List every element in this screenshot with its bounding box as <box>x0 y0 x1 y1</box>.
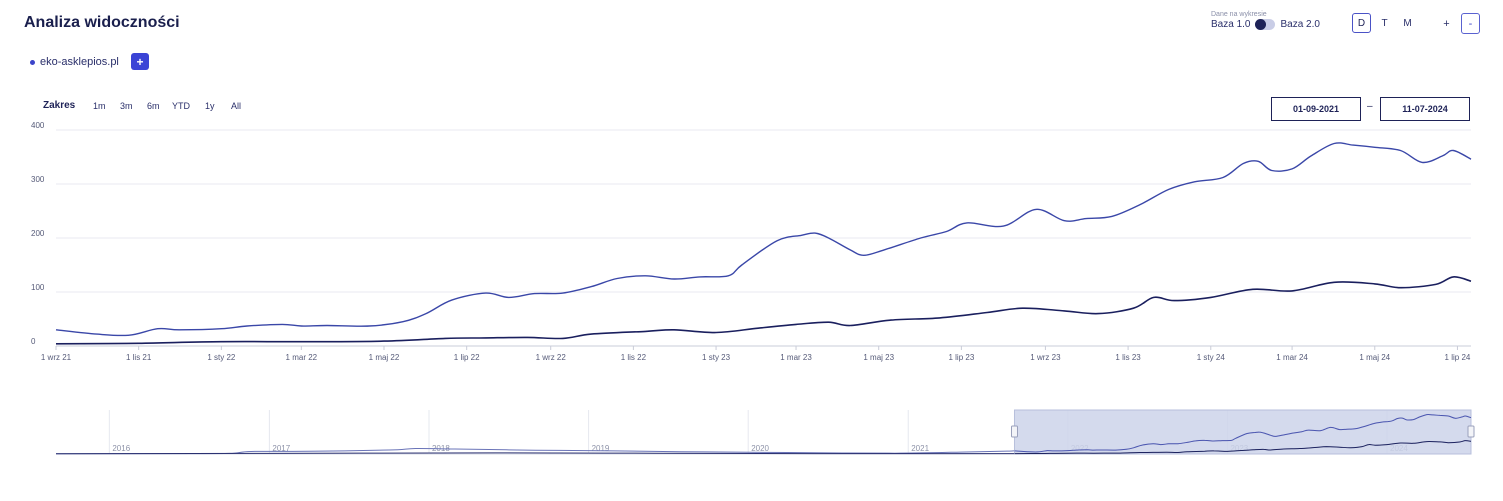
navigator-year-label: 2016 <box>112 444 130 453</box>
x-tick-label: 1 lis 23 <box>1115 353 1141 362</box>
range-3m-button[interactable]: 3m <box>120 101 133 111</box>
x-tick-label: 1 maj 24 <box>1359 353 1390 362</box>
site-domain: eko-asklepios.pl <box>40 56 119 68</box>
series-line-2 <box>55 276 1472 345</box>
navigator-left-handle[interactable] <box>1010 425 1018 438</box>
data-source-right-label: Baza 2.0 <box>1280 19 1320 30</box>
y-tick-label: 200 <box>31 229 45 238</box>
x-tick-label: 1 maj 23 <box>863 353 894 362</box>
site-legend[interactable]: eko-asklepios.pl <box>30 56 119 68</box>
navigator-year-label: 2021 <box>911 444 929 453</box>
range-6m-button[interactable]: 6m <box>147 101 160 111</box>
x-tick-label: 1 lis 21 <box>126 353 152 362</box>
x-tick-label: 1 sty 24 <box>1197 353 1226 362</box>
x-tick-label: 1 mar 22 <box>286 353 318 362</box>
x-tick-label: 1 lip 22 <box>454 353 480 362</box>
range-1y-button[interactable]: 1y <box>205 101 215 111</box>
navigator-right-handle[interactable] <box>1467 425 1475 438</box>
series-line-1 <box>55 142 1472 337</box>
y-tick-label: 0 <box>31 337 36 346</box>
chart-lines <box>55 142 1472 345</box>
data-source-left-label: Baza 1.0 <box>1211 19 1251 30</box>
x-tick-label: 1 lis 22 <box>621 353 647 362</box>
x-tick-label: 1 sty 22 <box>207 353 236 362</box>
zoom-out-button[interactable]: - <box>1461 13 1480 34</box>
y-tick-label: 300 <box>31 175 45 184</box>
x-tick-label: 1 wrz 23 <box>1030 353 1061 362</box>
y-tick-label: 400 <box>31 121 45 130</box>
navigator-year-label: 2017 <box>272 444 290 453</box>
navigator-year-label: 2020 <box>751 444 769 453</box>
add-site-button[interactable]: + <box>131 53 149 70</box>
x-axis-ticks: 1 wrz 21 1 lis 21 1 sty 22 1 mar 22 1 maj 22… <box>41 346 1471 362</box>
range-all-button[interactable]: All <box>231 101 242 111</box>
switch-knob <box>1255 19 1267 30</box>
x-tick-label: 1 sty 23 <box>702 353 731 362</box>
data-source-toggle[interactable]: Dane na wykresie Baza 1.0 Baza 2.0 <box>1211 11 1320 30</box>
x-tick-label: 1 lip 24 <box>1445 353 1471 362</box>
x-tick-label: 1 mar 24 <box>1276 353 1308 362</box>
navigator-selection[interactable] <box>1013 409 1472 455</box>
range-1m-button[interactable]: 1m <box>93 101 106 111</box>
range-navigator: 201620172018201920202021202220232024 <box>55 409 1475 455</box>
y-tick-label: 100 <box>31 283 45 292</box>
navigator-selected-series-2 <box>1014 440 1472 455</box>
granularity-week-button[interactable]: T <box>1381 17 1388 29</box>
date-from-input[interactable]: 01-09-2021 <box>1271 97 1361 121</box>
range-label: Zakres <box>43 100 76 111</box>
site-dot-icon <box>30 59 35 65</box>
x-tick-label: 1 maj 22 <box>369 353 400 362</box>
data-source-caption: Dane na wykresie <box>1211 11 1267 18</box>
zoom-in-button[interactable]: + <box>1443 17 1450 30</box>
range-ytd-button[interactable]: YTD <box>172 101 190 111</box>
page-title: Analiza widoczności <box>24 14 180 31</box>
x-tick-label: 1 mar 23 <box>780 353 812 362</box>
data-source-switch[interactable] <box>1255 19 1276 30</box>
navigator-selected-series-1 <box>1014 414 1472 453</box>
chart-grid <box>56 129 1471 347</box>
granularity-month-button[interactable]: M <box>1403 17 1412 29</box>
x-tick-label: 1 wrz 21 <box>41 353 72 362</box>
y-axis-ticks: 0 100 200 300 400 <box>31 121 45 346</box>
x-tick-label: 1 wrz 22 <box>536 353 567 362</box>
granularity-day-button[interactable]: D <box>1352 13 1371 33</box>
date-to-input[interactable]: 11-07-2024 <box>1380 97 1470 121</box>
navigator-year-label: 2019 <box>592 444 610 453</box>
x-tick-label: 1 lip 23 <box>948 353 974 362</box>
date-separator: – <box>1367 101 1373 112</box>
